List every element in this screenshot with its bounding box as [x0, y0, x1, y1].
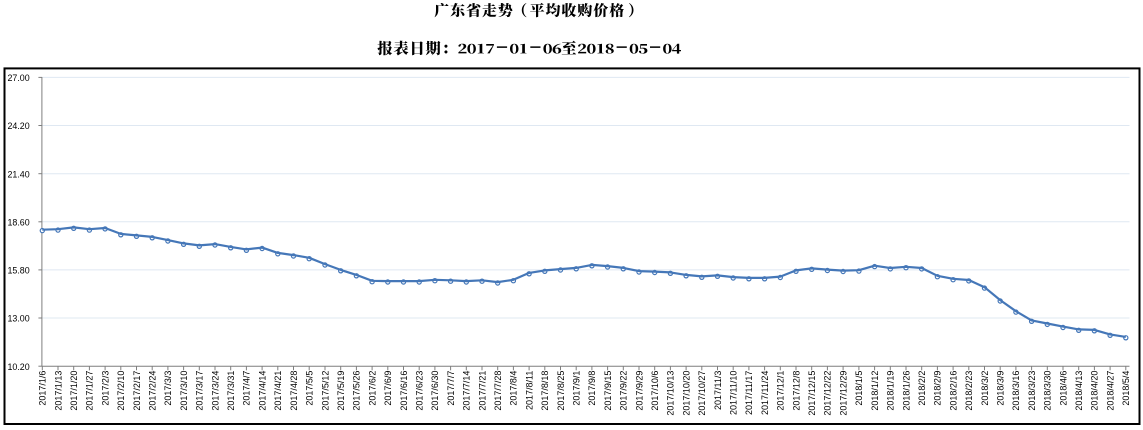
svg-text:2018/4/27: 2018/4/27: [1105, 371, 1115, 411]
svg-text:2018/4/20: 2018/4/20: [1090, 371, 1100, 411]
svg-text:2017/7/28: 2017/7/28: [493, 371, 503, 411]
svg-text:2017/6/16: 2017/6/16: [399, 371, 409, 411]
svg-text:2018/4/6: 2018/4/6: [1058, 371, 1068, 406]
svg-text:2017/9/29: 2017/9/29: [634, 371, 644, 411]
svg-text:2017/10/6: 2017/10/6: [650, 371, 660, 411]
svg-text:2018/3/2: 2018/3/2: [980, 371, 990, 406]
svg-text:2017/10/13: 2017/10/13: [666, 371, 676, 416]
svg-text:2017/3/3: 2017/3/3: [163, 371, 173, 406]
svg-text:2017/9/1: 2017/9/1: [572, 371, 582, 406]
svg-text:2017/9/8: 2017/9/8: [587, 371, 597, 406]
svg-text:2017/1/6: 2017/1/6: [38, 371, 48, 406]
svg-text:2017/8/11: 2017/8/11: [524, 371, 534, 410]
svg-text:2018/3/23: 2018/3/23: [1027, 371, 1037, 411]
svg-text:2017/2/17: 2017/2/17: [132, 371, 142, 411]
svg-text:2017/11/3: 2017/11/3: [713, 371, 723, 410]
svg-text:2017/1/27: 2017/1/27: [85, 371, 95, 411]
svg-text:2018/1/12: 2018/1/12: [870, 371, 880, 411]
svg-text:21.40: 21.40: [7, 169, 29, 179]
svg-text:2018/1/5: 2018/1/5: [854, 371, 864, 406]
svg-text:2017/4/14: 2017/4/14: [257, 371, 267, 411]
svg-text:2017/5/5: 2017/5/5: [305, 371, 315, 406]
svg-text:2017/12/8: 2017/12/8: [791, 371, 801, 411]
svg-text:2017/3/17: 2017/3/17: [195, 371, 205, 411]
svg-text:2017/6/2: 2017/6/2: [367, 371, 377, 406]
svg-text:15.80: 15.80: [7, 266, 29, 276]
svg-text:2018/2/16: 2018/2/16: [948, 371, 958, 411]
svg-text:2017/5/19: 2017/5/19: [336, 371, 346, 411]
svg-text:2017/6/9: 2017/6/9: [383, 371, 393, 406]
svg-text:2018/2/23: 2018/2/23: [964, 371, 974, 411]
svg-text:2017/8/18: 2017/8/18: [540, 371, 550, 411]
svg-text:2017/11/24: 2017/11/24: [760, 371, 770, 415]
svg-text:2017/2/10: 2017/2/10: [116, 371, 126, 411]
svg-text:2017/5/12: 2017/5/12: [320, 371, 330, 411]
svg-text:2017/6/30: 2017/6/30: [430, 371, 440, 411]
svg-text:2018/2/9: 2018/2/9: [933, 371, 943, 406]
svg-text:2017/1/20: 2017/1/20: [69, 371, 79, 411]
svg-text:2017/12/1: 2017/12/1: [776, 371, 786, 411]
svg-text:2017/2/24: 2017/2/24: [148, 371, 158, 411]
svg-text:2018/2/2: 2018/2/2: [917, 371, 927, 406]
svg-text:2018/3/9: 2018/3/9: [996, 371, 1006, 406]
svg-text:2017/4/7: 2017/4/7: [242, 371, 252, 406]
svg-text:2017/6/23: 2017/6/23: [415, 371, 425, 411]
svg-text:2017/3/10: 2017/3/10: [179, 371, 189, 411]
svg-text:13.00: 13.00: [7, 314, 29, 324]
svg-text:2017/10/27: 2017/10/27: [697, 371, 707, 416]
svg-text:2018/4/13: 2018/4/13: [1074, 371, 1084, 411]
svg-text:2018/5/4: 2018/5/4: [1121, 371, 1131, 406]
svg-text:2017/11/17: 2017/11/17: [744, 371, 754, 415]
svg-text:2017/7/21: 2017/7/21: [477, 371, 487, 411]
svg-text:2018/3/16: 2018/3/16: [1011, 371, 1021, 411]
svg-text:2017/9/15: 2017/9/15: [603, 371, 613, 411]
svg-text:18.60: 18.60: [7, 217, 29, 227]
svg-text:2017/4/21: 2017/4/21: [273, 371, 283, 411]
svg-text:2017/10/20: 2017/10/20: [681, 371, 691, 416]
svg-text:2017/2/3: 2017/2/3: [100, 371, 110, 406]
svg-text:2017/3/24: 2017/3/24: [210, 371, 220, 411]
svg-text:2017/3/31: 2017/3/31: [226, 371, 236, 411]
svg-text:27.00: 27.00: [7, 73, 29, 83]
svg-text:2017/4/28: 2017/4/28: [289, 371, 299, 411]
svg-text:2018/1/26: 2018/1/26: [901, 371, 911, 411]
svg-text:24.20: 24.20: [7, 121, 29, 131]
svg-text:2017/8/4: 2017/8/4: [509, 371, 519, 406]
svg-text:2018/1/19: 2018/1/19: [886, 371, 896, 411]
svg-text:2017/12/15: 2017/12/15: [807, 371, 817, 416]
svg-text:10.20: 10.20: [7, 362, 29, 372]
svg-text:2017/12/22: 2017/12/22: [823, 371, 833, 416]
svg-text:2017/11/10: 2017/11/10: [729, 371, 739, 415]
svg-text:2018/3/30: 2018/3/30: [1043, 371, 1053, 411]
svg-text:2017/12/29: 2017/12/29: [838, 371, 848, 416]
svg-text:2017/5/26: 2017/5/26: [352, 371, 362, 411]
svg-text:2017/9/22: 2017/9/22: [619, 371, 629, 411]
svg-text:2017/7/7: 2017/7/7: [446, 371, 456, 406]
svg-text:2017/7/14: 2017/7/14: [462, 371, 472, 411]
svg-text:2017/8/25: 2017/8/25: [556, 371, 566, 411]
svg-text:2017/1/13: 2017/1/13: [53, 371, 63, 411]
